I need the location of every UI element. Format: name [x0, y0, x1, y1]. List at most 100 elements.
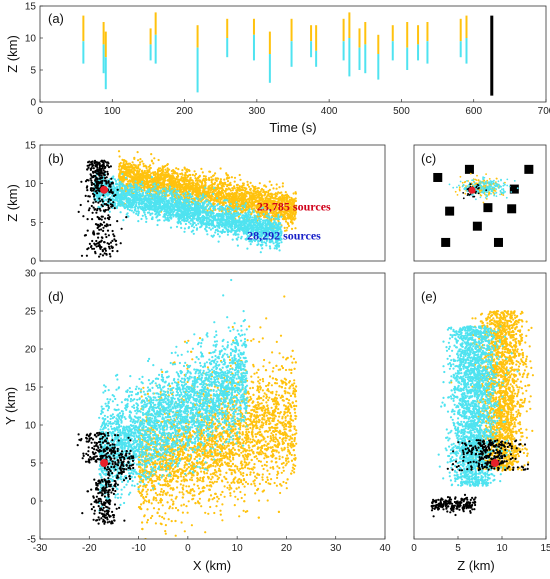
source-yellow — [235, 198, 238, 201]
source-yellow — [263, 200, 267, 204]
panel-a-ticks: 0100200300400500600700051015 — [25, 2, 550, 118]
source-yellow — [213, 183, 216, 186]
source-yellow — [142, 181, 145, 184]
source-yellow — [284, 210, 287, 213]
source-cyan — [240, 208, 243, 211]
source-cyan — [240, 216, 243, 219]
source-yellow — [182, 176, 185, 179]
source-cyan — [235, 201, 238, 204]
source-yellow — [247, 203, 250, 206]
source-yellow — [294, 199, 297, 203]
source-yellow — [202, 186, 205, 189]
source-cyan — [235, 214, 239, 217]
source-cyan — [230, 207, 233, 210]
source-cyan — [258, 219, 261, 222]
source-cyan — [173, 187, 176, 190]
source-yellow — [195, 183, 198, 186]
source-cyan — [221, 211, 224, 214]
source-yellow — [275, 209, 278, 212]
source-yellow — [153, 157, 156, 160]
source-yellow — [137, 159, 140, 162]
source-yellow — [241, 201, 244, 204]
source-yellow — [236, 183, 239, 186]
source-cyan — [257, 223, 260, 226]
source-yellow — [212, 174, 215, 177]
source-yellow — [249, 201, 252, 204]
source-cyan — [212, 192, 215, 196]
source-cyan — [187, 190, 190, 193]
source-yellow — [290, 196, 293, 200]
source-yellow — [137, 178, 140, 181]
source-cyan — [152, 201, 155, 204]
source-cyan — [162, 194, 165, 197]
source-yellow — [198, 187, 201, 190]
source-cyan — [202, 216, 205, 219]
source-yellow — [231, 187, 234, 190]
source-cyan — [252, 238, 255, 241]
source-yellow — [251, 200, 254, 203]
source-yellow — [219, 193, 222, 196]
source-cyan — [236, 224, 240, 227]
source-cyan — [125, 213, 128, 216]
source-yellow — [139, 161, 142, 164]
source-yellow — [137, 165, 140, 169]
source-cyan — [245, 220, 248, 223]
source-yellow — [277, 197, 280, 200]
source-cyan — [259, 228, 262, 231]
source-cyan — [140, 202, 143, 205]
source-yellow — [171, 182, 174, 185]
source-cyan — [124, 176, 128, 179]
source-cyan — [192, 232, 195, 235]
source-cyan — [214, 231, 217, 234]
source-yellow — [210, 176, 213, 179]
source-yellow — [195, 190, 198, 193]
source-cyan — [119, 180, 122, 184]
source-cyan — [231, 238, 234, 241]
source-yellow — [256, 189, 259, 193]
source-yellow — [237, 203, 240, 206]
source-cyan — [192, 221, 195, 224]
source-cyan — [132, 211, 135, 214]
source-cyan — [149, 203, 152, 206]
source-cyan — [260, 208, 263, 211]
source-yellow — [212, 190, 215, 193]
source-yellow — [230, 199, 233, 202]
source-cyan — [240, 225, 243, 228]
source-cyan — [115, 206, 118, 210]
source-yellow — [122, 161, 125, 164]
source-yellow — [210, 183, 214, 186]
source-yellow — [187, 192, 190, 195]
source-yellow — [131, 175, 134, 178]
source-cyan — [266, 230, 269, 233]
source-yellow — [275, 187, 278, 190]
source-yellow — [226, 183, 229, 186]
source-cyan — [114, 179, 118, 183]
source-cyan — [236, 204, 239, 207]
source-cyan — [193, 203, 196, 206]
source-yellow — [266, 211, 269, 214]
source-cyan — [187, 221, 191, 224]
source-yellow — [264, 197, 267, 200]
source-yellow — [288, 199, 291, 202]
panel-a-xlabel: Time (s) — [269, 120, 316, 135]
source-cyan — [156, 191, 160, 194]
source-cyan — [198, 216, 201, 219]
source-yellow — [239, 188, 242, 191]
source-cyan — [277, 213, 280, 216]
source-cyan — [113, 187, 116, 190]
panel-b-marks — [77, 150, 298, 258]
source-yellow — [244, 187, 248, 190]
source-yellow — [173, 177, 176, 180]
source-cyan — [141, 189, 145, 192]
source-yellow — [200, 180, 203, 184]
x-tick-label: 500 — [393, 106, 410, 117]
source-cyan — [113, 189, 116, 192]
source-cyan — [231, 227, 234, 230]
source-cyan — [278, 226, 281, 229]
source-cyan — [277, 217, 280, 220]
source-yellow — [141, 160, 144, 163]
source-yellow — [239, 178, 242, 181]
source-cyan — [128, 184, 131, 188]
source-cyan — [260, 235, 263, 238]
source-cyan — [148, 211, 151, 214]
